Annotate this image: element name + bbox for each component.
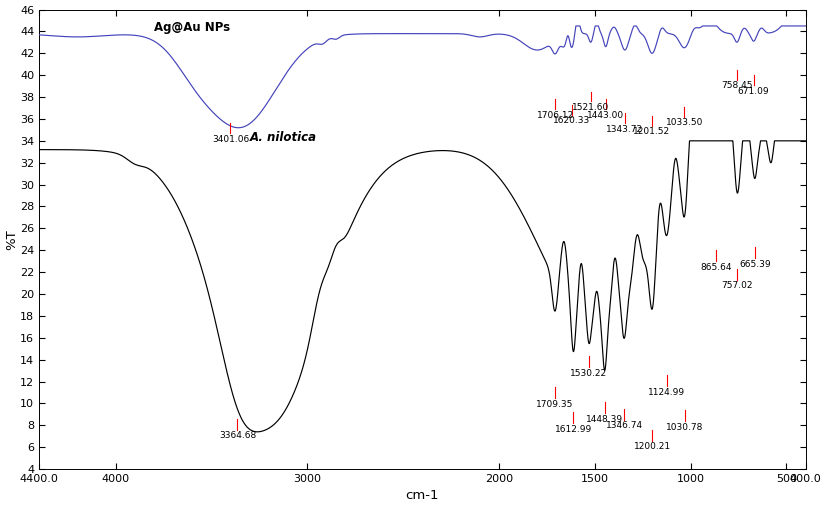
Text: 1620.33: 1620.33: [553, 116, 590, 125]
Text: 1030.78: 1030.78: [666, 423, 704, 431]
Text: 3364.68: 3364.68: [219, 431, 256, 440]
Y-axis label: %T: %T: [6, 229, 18, 249]
X-axis label: cm-1: cm-1: [405, 489, 439, 502]
Text: 1443.00: 1443.00: [587, 111, 624, 120]
Text: 865.64: 865.64: [700, 263, 732, 272]
Text: 1346.74: 1346.74: [605, 422, 643, 430]
Text: 1612.99: 1612.99: [554, 425, 592, 434]
Text: 1343.72: 1343.72: [606, 125, 643, 134]
Text: 1709.35: 1709.35: [536, 400, 573, 408]
Text: 1706.12: 1706.12: [537, 111, 574, 120]
Text: 1448.39: 1448.39: [586, 415, 624, 424]
Text: 1033.50: 1033.50: [666, 118, 703, 128]
Text: 1200.21: 1200.21: [633, 442, 671, 451]
Text: 1521.60: 1521.60: [572, 103, 609, 112]
Text: 665.39: 665.39: [739, 260, 771, 269]
Text: 1530.22: 1530.22: [571, 369, 608, 378]
Text: 758.45: 758.45: [721, 81, 753, 90]
Text: 1124.99: 1124.99: [648, 388, 686, 397]
Text: 1201.52: 1201.52: [633, 127, 671, 136]
Text: 671.09: 671.09: [738, 87, 769, 96]
Text: 757.02: 757.02: [721, 281, 753, 291]
Text: 3401.06: 3401.06: [212, 135, 249, 144]
Text: A. nilotica: A. nilotica: [250, 131, 317, 144]
Text: Ag@Au NPs: Ag@Au NPs: [154, 21, 230, 35]
